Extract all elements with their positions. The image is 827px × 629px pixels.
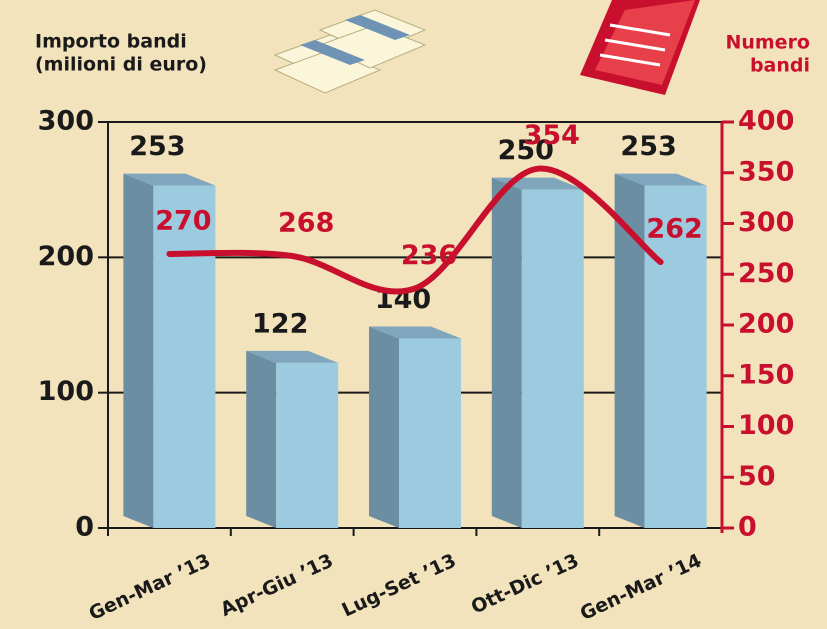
chart: Importo bandi (milioni di euro) Numero b… xyxy=(0,0,827,629)
y-tick-label: 200 xyxy=(38,241,94,272)
line-value-label: 262 xyxy=(646,214,702,245)
y-tick-label: 100 xyxy=(38,376,94,407)
y2-tick-label: 300 xyxy=(738,207,794,238)
line-value-label: 268 xyxy=(278,207,334,238)
bar xyxy=(153,186,215,528)
line-value-label: 354 xyxy=(524,120,580,151)
y2-tick-label: 0 xyxy=(738,512,757,543)
bar xyxy=(399,339,461,528)
bar-side xyxy=(492,178,522,528)
line-value-label: 270 xyxy=(155,205,211,236)
bar-side xyxy=(369,327,399,528)
line-value-label: 236 xyxy=(401,240,457,271)
y2-tick-label: 400 xyxy=(738,106,794,137)
bar-value-label: 122 xyxy=(252,308,308,339)
y2-tick-label: 250 xyxy=(738,258,794,289)
y2-axis-label: bandi xyxy=(750,55,810,77)
bar-side xyxy=(123,174,153,528)
y2-tick-label: 350 xyxy=(738,156,794,187)
bar xyxy=(276,363,338,528)
y-axis-label: Importo bandi xyxy=(35,31,187,53)
y2-tick-label: 200 xyxy=(738,309,794,340)
bar-value-label: 253 xyxy=(620,131,676,162)
y-tick-label: 300 xyxy=(38,106,94,137)
bar xyxy=(522,190,584,528)
y2-tick-label: 100 xyxy=(738,410,794,441)
y-axis-label: (milioni di euro) xyxy=(35,54,207,76)
y-tick-label: 0 xyxy=(75,512,94,543)
y2-tick-label: 150 xyxy=(738,359,794,390)
bar-value-label: 253 xyxy=(129,131,185,162)
y2-axis-label: Numero xyxy=(725,32,810,54)
y2-tick-label: 50 xyxy=(738,461,776,492)
bar-side xyxy=(246,351,276,528)
